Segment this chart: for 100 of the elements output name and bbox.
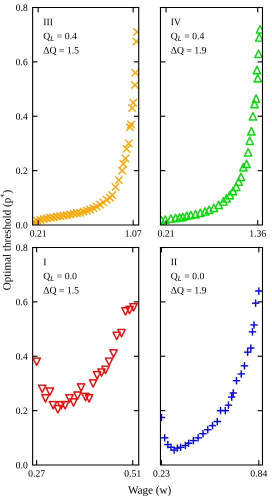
point: [240, 361, 249, 370]
x-tick-label: 0.23: [153, 470, 170, 477]
point: [112, 331, 122, 340]
point: [118, 166, 127, 175]
point: [178, 212, 188, 222]
point: [45, 387, 54, 396]
point: [210, 204, 218, 212]
x-axis-title: Wage (w): [128, 486, 171, 496]
y-tick-label: 0.0: [16, 462, 28, 469]
y-tick-label: 0.6: [16, 58, 28, 66]
point: [109, 349, 118, 358]
point: [65, 394, 74, 403]
point: [219, 196, 228, 206]
point: [69, 398, 78, 407]
point: [32, 357, 42, 366]
y-axis-title: Optimal threshold (p$^{*}$): [0, 190, 13, 290]
point: [163, 440, 172, 449]
point: [243, 348, 252, 357]
point: [250, 320, 258, 330]
point: [81, 392, 90, 402]
point: [92, 370, 102, 380]
annotation: IV: [171, 18, 181, 26]
annotation: Q$_{L}$ = 0.0: [44, 272, 77, 281]
point: [253, 74, 262, 83]
point: [252, 66, 262, 74]
point: [238, 162, 248, 172]
point: [250, 100, 259, 108]
point: [101, 365, 110, 374]
y-tick-label: 0.8: [16, 4, 28, 12]
point: [196, 208, 205, 218]
point: [254, 33, 262, 42]
point: [114, 176, 124, 185]
point: [182, 211, 192, 220]
point: [111, 182, 120, 192]
point: [228, 186, 238, 196]
point: [38, 384, 47, 394]
point: [121, 154, 130, 163]
x-tick-label: 0.84: [250, 470, 268, 477]
y-tick-label: 0.4: [16, 113, 28, 120]
annotation: Q$_{L}$ = 0.0: [171, 272, 204, 281]
point: [175, 213, 184, 222]
point: [228, 388, 238, 398]
x-tick-label: 0.51: [124, 470, 141, 477]
point: [166, 442, 176, 452]
annotation: Q$_{L}$ = 0.4: [171, 32, 204, 41]
point: [122, 144, 131, 154]
point: [242, 159, 251, 168]
point: [200, 207, 210, 216]
annotation: ΔQ = 1.5: [44, 46, 79, 55]
y-tick-label: 0.4: [16, 353, 28, 360]
annotation: ΔQ = 1.9: [171, 286, 206, 295]
point: [96, 200, 104, 209]
point: [130, 80, 139, 90]
point: [104, 357, 114, 366]
point: [56, 400, 66, 410]
point: [171, 214, 180, 222]
point: [160, 433, 169, 442]
y-tick-label: 0.2: [16, 168, 28, 174]
point: [88, 379, 98, 388]
y-tick-label: 0.0: [16, 222, 28, 229]
point: [126, 122, 134, 132]
point: [232, 182, 241, 192]
point: [186, 210, 196, 220]
x-tick-label: 1.07: [126, 230, 142, 237]
point: [234, 177, 243, 186]
annotation: II: [171, 258, 177, 266]
x-tick-label: 1.36: [250, 230, 266, 237]
annotation: ΔQ = 1.5: [44, 286, 79, 295]
x-tick-label: 0.27: [28, 470, 45, 477]
point: [73, 391, 82, 400]
x-tick-label: 0.21: [158, 230, 174, 237]
point: [246, 126, 256, 136]
point: [254, 49, 262, 58]
point: [248, 327, 257, 336]
point: [244, 148, 253, 157]
point: [225, 190, 234, 200]
y-tick-label: 0.8: [16, 244, 28, 252]
point: [41, 394, 50, 403]
y-tick-label: 0.6: [16, 298, 28, 306]
point: [204, 205, 214, 214]
point: [128, 104, 136, 112]
point: [236, 172, 246, 182]
point: [125, 306, 134, 314]
point: [245, 136, 254, 146]
point: [227, 392, 236, 402]
point: [60, 400, 70, 410]
point: [97, 368, 106, 377]
point: [214, 200, 224, 210]
point: [118, 159, 128, 168]
point: [108, 190, 117, 200]
point: [98, 198, 108, 207]
point: [117, 328, 126, 338]
point: [53, 404, 62, 414]
point: [248, 112, 258, 121]
point: [121, 307, 130, 316]
point: [84, 394, 94, 403]
point: [102, 195, 112, 204]
point: [48, 400, 58, 410]
annotation: III: [44, 18, 53, 26]
annotation: ΔQ = 1.9: [171, 46, 206, 55]
